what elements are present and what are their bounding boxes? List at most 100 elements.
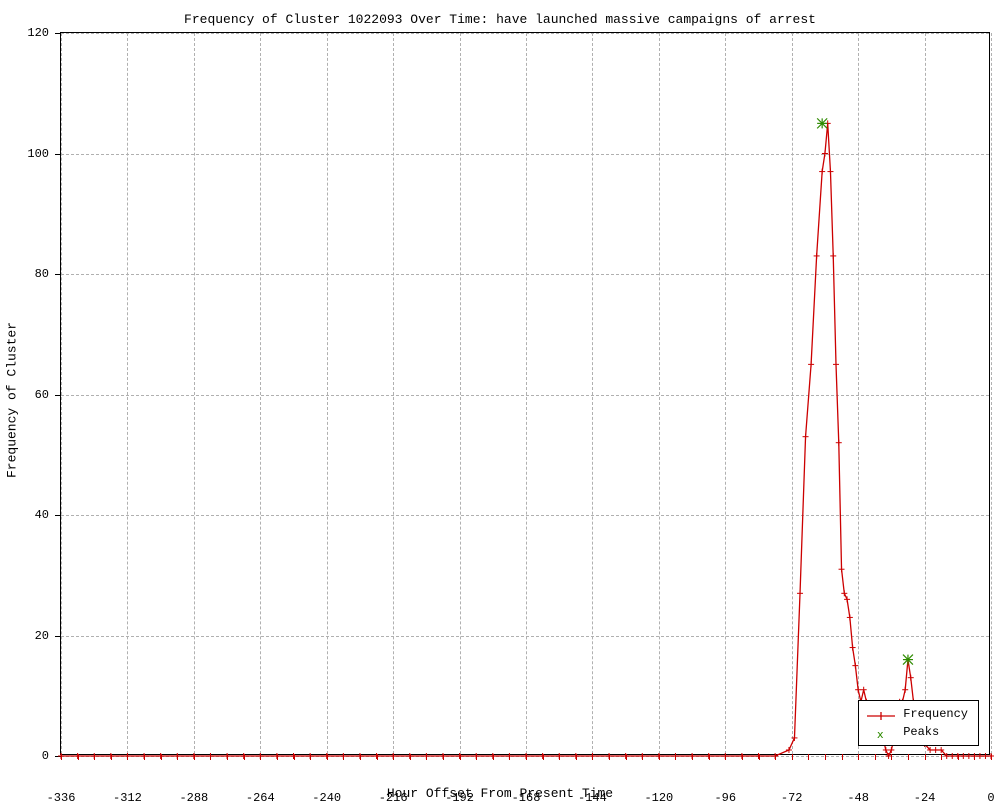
frequency-point--36[interactable] (888, 747, 894, 753)
frequency-point--61[interactable] (819, 169, 825, 175)
frequency-point--58[interactable] (827, 169, 833, 175)
peak-marker--61[interactable] (817, 118, 827, 128)
svg-text:x: x (877, 729, 884, 739)
frequency-point--4[interactable] (977, 753, 983, 759)
frequency-point--192[interactable] (457, 753, 463, 759)
chart-legend[interactable]: Frequency x Peaks (858, 700, 979, 746)
frequency-point--336[interactable] (58, 753, 64, 759)
frequency-point--20[interactable] (933, 747, 939, 753)
frequency-point--90[interactable] (739, 753, 745, 759)
frequency-point--63[interactable] (814, 253, 820, 259)
chart-root: Frequency of Cluster 1022093 Over Time: … (0, 0, 1000, 800)
frequency-point--330[interactable] (75, 753, 81, 759)
frequency-point--276[interactable] (224, 753, 230, 759)
frequency-point--216[interactable] (390, 753, 396, 759)
frequency-point--51[interactable] (847, 614, 853, 620)
y-tick-label-20: 20 (0, 629, 49, 643)
frequency-point--114[interactable] (672, 753, 678, 759)
frequency-point--264[interactable] (257, 753, 263, 759)
frequency-point--65[interactable] (808, 361, 814, 367)
frequency-point--282[interactable] (207, 753, 213, 759)
frequency-point--270[interactable] (241, 753, 247, 759)
frequency-point--180[interactable] (490, 753, 496, 759)
legend-entry-peaks[interactable]: x Peaks (867, 723, 968, 741)
frequency-point--2[interactable] (982, 753, 988, 759)
frequency-point--55[interactable] (836, 440, 842, 446)
frequency-point-0[interactable] (988, 753, 994, 759)
frequency-point--318[interactable] (108, 753, 114, 759)
frequency-point--204[interactable] (423, 753, 429, 759)
frequency-point--288[interactable] (191, 753, 197, 759)
frequency-point--8[interactable] (966, 753, 972, 759)
frequency-point--186[interactable] (473, 753, 479, 759)
legend-label-frequency: Frequency (903, 705, 968, 723)
frequency-point--48[interactable] (855, 687, 861, 693)
frequency-point--222[interactable] (374, 753, 380, 759)
frequency-point--258[interactable] (274, 753, 280, 759)
frequency-data-markers[interactable] (58, 120, 994, 759)
y-axis-label: Frequency of Cluster (5, 322, 20, 478)
legend-entry-frequency[interactable]: Frequency (867, 705, 968, 723)
frequency-point--144[interactable] (589, 753, 595, 759)
frequency-point--53[interactable] (841, 590, 847, 596)
x-tick-label--240: -240 (302, 791, 352, 805)
frequency-point--31[interactable] (902, 687, 908, 693)
x-tick-label--264: -264 (235, 791, 285, 805)
frequency-point--12[interactable] (955, 753, 961, 759)
frequency-point--56[interactable] (833, 361, 839, 367)
frequency-point--60[interactable] (822, 151, 828, 157)
frequency-point--240[interactable] (324, 753, 330, 759)
frequency-series-line[interactable] (61, 123, 991, 756)
frequency-point--52[interactable] (844, 596, 850, 602)
y-tick-label-80: 80 (0, 267, 49, 281)
frequency-point--54[interactable] (839, 566, 845, 572)
frequency-point--84[interactable] (756, 753, 762, 759)
frequency-point--252[interactable] (291, 753, 297, 759)
x-tick-label--24: -24 (900, 791, 950, 805)
frequency-point--6[interactable] (971, 753, 977, 759)
frequency-line-chart (61, 33, 991, 756)
frequency-point--294[interactable] (174, 753, 180, 759)
frequency-point--150[interactable] (573, 753, 579, 759)
frequency-point--78[interactable] (772, 753, 778, 759)
legend-label-peaks: Peaks (903, 723, 939, 741)
frequency-point--102[interactable] (706, 753, 712, 759)
frequency-point--69[interactable] (797, 590, 803, 596)
frequency-point--73[interactable] (786, 747, 792, 753)
frequency-point--57[interactable] (830, 253, 836, 259)
frequency-point--198[interactable] (440, 753, 446, 759)
frequency-point--108[interactable] (689, 753, 695, 759)
x-tick-label--336: -336 (36, 791, 86, 805)
frequency-point--126[interactable] (639, 753, 645, 759)
frequency-point--14[interactable] (949, 753, 955, 759)
peak-marker--30[interactable] (903, 655, 913, 665)
frequency-point--38[interactable] (883, 747, 889, 753)
frequency-point--156[interactable] (556, 753, 562, 759)
frequency-point--246[interactable] (307, 753, 313, 759)
frequency-point--300[interactable] (158, 753, 164, 759)
frequency-point--71[interactable] (791, 735, 797, 741)
frequency-point--234[interactable] (340, 753, 346, 759)
x-tick-label--48: -48 (833, 791, 883, 805)
frequency-point--138[interactable] (606, 753, 612, 759)
frequency-point--228[interactable] (357, 753, 363, 759)
frequency-point--174[interactable] (506, 753, 512, 759)
x-tick-label--312: -312 (102, 791, 152, 805)
frequency-point--210[interactable] (407, 753, 413, 759)
x-tick-label-0: 0 (966, 791, 1000, 805)
frequency-point--29[interactable] (908, 675, 914, 681)
frequency-point--67[interactable] (803, 434, 809, 440)
frequency-point--312[interactable] (124, 753, 130, 759)
frequency-point--162[interactable] (540, 753, 546, 759)
frequency-point--49[interactable] (852, 663, 858, 669)
gridline-vertical-0 (991, 33, 992, 754)
frequency-point--168[interactable] (523, 753, 529, 759)
frequency-point--96[interactable] (722, 753, 728, 759)
frequency-point--324[interactable] (91, 753, 97, 759)
frequency-point--46[interactable] (861, 687, 867, 693)
frequency-point--10[interactable] (960, 753, 966, 759)
frequency-point--306[interactable] (141, 753, 147, 759)
frequency-point--50[interactable] (850, 645, 856, 651)
frequency-point--132[interactable] (623, 753, 629, 759)
frequency-point--120[interactable] (656, 753, 662, 759)
